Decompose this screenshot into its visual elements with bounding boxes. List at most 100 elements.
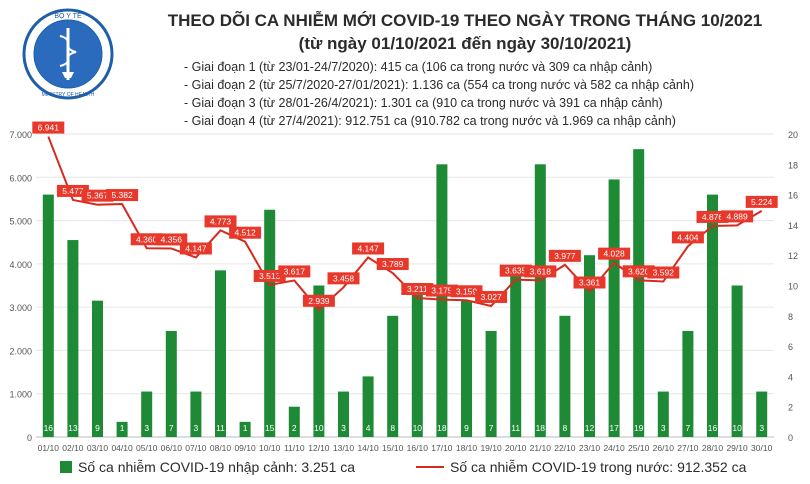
legend-bar-swatch (60, 461, 72, 473)
x-axis-tick-label: 01/10 (38, 443, 60, 453)
line-data-label: 3.618 (530, 266, 552, 276)
line-data-label: 4.512 (234, 228, 256, 238)
right-axis-tick-label: 20 (788, 130, 798, 140)
x-axis-tick-label: 15/10 (382, 443, 404, 453)
x-axis-tick-label: 29/10 (726, 443, 748, 453)
line-label-box (253, 269, 286, 282)
line-label-box (524, 265, 557, 278)
x-axis-tick-label: 30/10 (751, 443, 773, 453)
right-axis-tick-label: 4 (788, 372, 793, 382)
left-axis-tick-label: 0 (27, 433, 32, 443)
x-axis-tick-label: 26/10 (653, 443, 675, 453)
bar (264, 209, 276, 437)
right-axis-tick-label: 12 (788, 251, 798, 261)
line-data-label: 5.477 (62, 186, 84, 196)
bar-data-label: 10 (413, 423, 423, 433)
bar (165, 330, 177, 437)
bar-data-label: 10 (314, 423, 324, 433)
line-data-label: 3.027 (480, 292, 502, 302)
x-axis-tick-label: 10/10 (259, 443, 281, 453)
bar (362, 376, 374, 437)
line-label-box (106, 189, 139, 202)
line-data-label: 2.939 (308, 296, 330, 306)
bar-data-label: 2 (292, 423, 297, 433)
x-axis-tick-label: 12/10 (308, 443, 330, 453)
line-label-box (499, 264, 532, 277)
line-label-box (352, 242, 385, 255)
line-data-label: 6.941 (38, 123, 60, 133)
x-axis-tick-label: 04/10 (111, 443, 133, 453)
right-axis-tick-label: 16 (788, 191, 798, 201)
x-axis-tick-label: 21/10 (530, 443, 552, 453)
bar (338, 391, 349, 437)
bar (387, 315, 399, 437)
line-data-label: 3.789 (382, 259, 404, 269)
x-axis-tick-label: 28/10 (702, 443, 724, 453)
phase-item-1: - Giai đoạn 1 (từ 23/01-24/7/2020): 415 … (184, 60, 653, 74)
bar (288, 406, 300, 437)
x-axis-tick-label: 11/10 (284, 443, 305, 453)
line-data-label: 3.159 (456, 286, 478, 296)
x-axis-tick-label: 09/10 (234, 443, 256, 453)
logo-text-bottom: MINISTRY OF HEALTH (42, 92, 95, 98)
bar-data-label: 18 (536, 423, 546, 433)
bar (756, 391, 768, 437)
line-data-label: 4.360 (136, 234, 158, 244)
line-data-label: 3.458 (333, 273, 355, 283)
bar-data-label: 3 (759, 423, 764, 433)
line-label-box (647, 266, 680, 279)
line-data-label: 3.592 (653, 268, 675, 278)
line-data-label: 4.028 (603, 249, 625, 259)
bar-data-label: 7 (489, 423, 494, 433)
bar (485, 330, 497, 437)
bar-data-label: 10 (732, 423, 742, 433)
chart-subtitle: (từ ngày 01/10/2021 đến ngày 30/10/2021) (298, 34, 632, 53)
bar-data-label: 19 (634, 423, 644, 433)
bar (141, 391, 153, 437)
bar-data-label: 9 (95, 423, 100, 433)
line-data-label: 5.367 (87, 191, 109, 201)
x-axis-tick-label: 06/10 (161, 443, 183, 453)
line-label-box (376, 257, 409, 270)
legend-bars: Số ca nhiễm COVID-19 nhập cảnh: 3.251 ca (60, 459, 355, 475)
ministry-of-health-logo: BỘ Y TẾ MINISTRY OF HEALTH (22, 8, 114, 100)
phase-item-2: - Giai đoạn 2 (từ 25/7/2020-27/01/2021):… (184, 78, 694, 92)
bar (42, 194, 54, 437)
bar-data-label: 11 (216, 423, 225, 433)
line-label-box (56, 184, 89, 197)
bar-data-label: 1 (243, 423, 248, 433)
bar-data-label: 7 (686, 423, 691, 433)
bar-data-label: 3 (661, 423, 666, 433)
bar-data-label: 3 (341, 423, 346, 433)
bar-data-label: 3 (144, 423, 149, 433)
bar (190, 391, 202, 437)
line-label-box (229, 226, 262, 239)
x-axis-tick-label: 25/10 (628, 443, 650, 453)
bar-data-label: 9 (464, 423, 469, 433)
x-axis-tick-label: 13/10 (333, 443, 355, 453)
x-axis-tick-label: 03/10 (87, 443, 109, 453)
phase-item-3: - Giai đoạn 3 (từ 28/01-26/4/2021): 1.30… (184, 96, 663, 110)
legend-bar-label: Số ca nhiễm COVID-19 nhập cảnh: 3.251 ca (78, 459, 356, 475)
bar-data-label: 16 (44, 423, 54, 433)
line-data-label: 4.147 (185, 243, 207, 253)
line-data-label: 4.889 (726, 211, 748, 221)
bar-data-label: 3 (194, 423, 199, 433)
x-axis-tick-label: 14/10 (357, 443, 379, 453)
line-data-label: 4.356 (161, 234, 183, 244)
x-axis-tick-label: 05/10 (136, 443, 158, 453)
bar-data-label: 15 (265, 423, 275, 433)
line-label-box (204, 215, 237, 228)
bar (67, 240, 79, 437)
left-axis-tick-label: 4.000 (9, 260, 32, 270)
left-axis-tick-label: 5.000 (9, 217, 32, 227)
legend-line-swatch (416, 466, 444, 468)
line-data-label: 3.211 (407, 284, 428, 294)
bar-data-label: 8 (563, 423, 568, 433)
x-axis-tick-label: 27/10 (677, 443, 699, 453)
bar (510, 270, 522, 437)
chart-title: THEO DÕI CA NHIỄM MỚI COVID-19 THEO NGÀY… (167, 11, 763, 30)
x-axis-tick-label: 24/10 (603, 443, 625, 453)
line-label-box (302, 294, 335, 307)
bar (534, 164, 546, 438)
